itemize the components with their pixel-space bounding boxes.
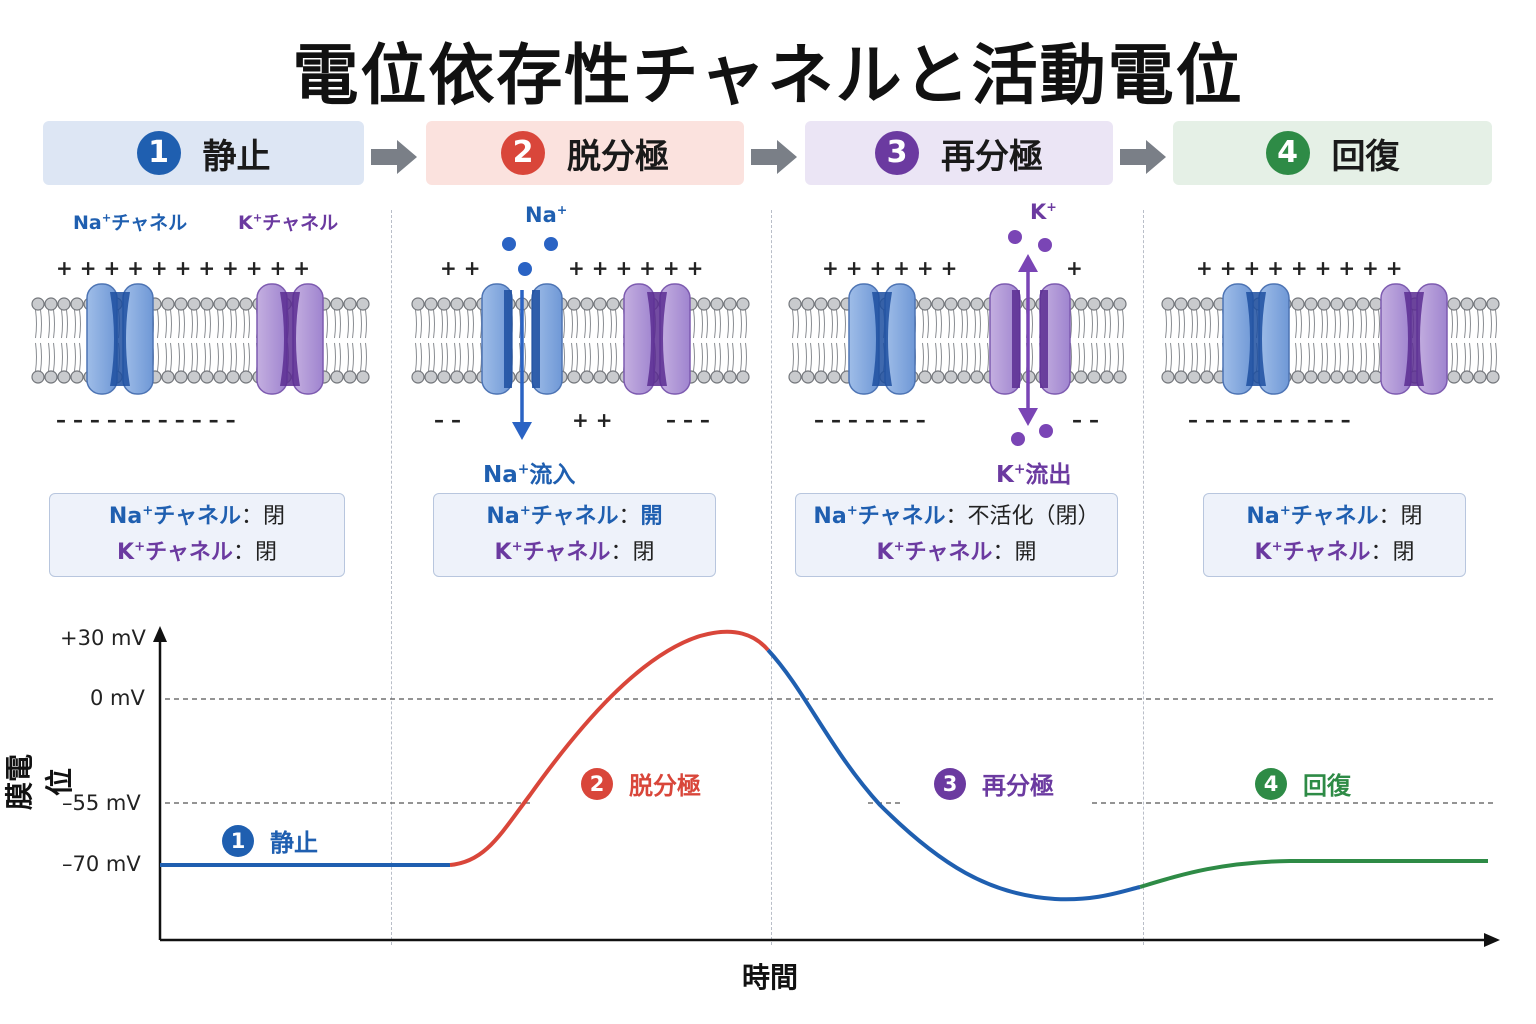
k-status: 閉	[254, 540, 277, 565]
charges-outside-3b: +	[1066, 256, 1083, 280]
charges-inside-2b: + +	[572, 408, 613, 432]
step-header-resting: 1 静止	[43, 121, 364, 185]
na-channel-label: Na+チャネル	[73, 210, 188, 234]
na-status: 閉	[263, 504, 286, 529]
k-channel	[623, 283, 691, 395]
na-ion-label: Na+	[525, 202, 568, 227]
step-label-repolarization: 再分極	[941, 136, 1043, 177]
recovery-segment	[1139, 859, 1488, 889]
graph-label-repolarization: 3 再分極	[934, 766, 1054, 801]
membrane-illustration	[31, 230, 1500, 446]
k-status: 閉	[1392, 540, 1415, 565]
graph-label-recovery: 4 回復	[1255, 766, 1351, 801]
repolarization-segment	[766, 648, 1141, 902]
graph-label-resting: 1 静止	[222, 823, 318, 858]
graph-label-depolarization: 2 脱分極	[581, 766, 701, 801]
step-number-3: 3	[875, 131, 919, 175]
ytick-label: +30 mV	[60, 626, 146, 650]
step-header-recovery: 4 回復	[1173, 121, 1492, 185]
panel-divider	[771, 210, 772, 945]
charges-inside-3a: – – – – – – –	[814, 408, 926, 432]
na-status: 開	[640, 504, 663, 529]
channel-status-box-1: Na+チャネル：閉 K+チャネル：閉	[49, 493, 345, 577]
k-status: 閉	[632, 540, 655, 565]
charges-outside-4: + + + + + + + + +	[1196, 256, 1403, 280]
x-axis-label: 時間	[741, 961, 798, 994]
charges-outside-1: + + + + + + + + + + +	[56, 256, 310, 280]
k-channel	[989, 283, 1071, 395]
step-label-recovery: 回復	[1331, 136, 1400, 177]
na-status: 不活化（閉）	[967, 504, 1100, 529]
charges-inside-4: – – – – – – – – – –	[1188, 408, 1351, 432]
panel-divider	[391, 210, 392, 945]
charges-outside-2a: + +	[440, 256, 481, 280]
na-influx-label: Na+流入	[483, 461, 576, 488]
k-status: 開	[1014, 540, 1037, 565]
step-arrow-icon	[371, 140, 417, 174]
ytick-label: 0 mV	[90, 686, 145, 710]
k-ion-label: K+	[1030, 199, 1057, 224]
step-label-depolarization: 脱分極	[567, 136, 669, 177]
channel-status-box-2: Na+チャネル：開 K+チャネル：閉	[433, 493, 716, 577]
k-efflux-label: K+流出	[996, 461, 1072, 488]
charges-inside-2c: – – –	[666, 408, 710, 432]
na-channel	[481, 283, 563, 395]
x-axis-arrow-icon	[1484, 933, 1500, 947]
lipid-bilayer	[1161, 297, 1500, 384]
panel-divider	[1143, 210, 1144, 945]
y-axis-label: 膜電位	[3, 754, 76, 811]
na-channel	[848, 283, 916, 395]
page-title: 電位依存性チャネルと活動電位	[292, 37, 1244, 114]
lipid-bilayer	[788, 297, 1127, 384]
charges-outside-3a: + + + + + +	[822, 256, 958, 280]
na-status: 閉	[1400, 504, 1423, 529]
k-channel-label: K+チャネル	[238, 210, 339, 234]
k-ions	[1008, 230, 1053, 446]
charges-inside-2a: – –	[434, 408, 461, 432]
ytick-label: –70 mV	[62, 852, 141, 876]
action-potential-graph	[153, 626, 1500, 947]
charges-inside-3b: – –	[1072, 408, 1099, 432]
k-channel	[1380, 283, 1448, 395]
step-label-resting: 静止	[202, 136, 271, 177]
charges-outside-2b: + + + + + +	[568, 256, 704, 280]
step-number-2: 2	[501, 131, 545, 175]
na-ions	[502, 237, 558, 440]
step-header-depolarization: 2 脱分極	[426, 121, 744, 185]
na-channel	[1222, 283, 1290, 395]
step-header-repolarization: 3 再分極	[805, 121, 1113, 185]
channel-status-box-3: Na+チャネル：不活化（閉） K+チャネル：開	[795, 493, 1118, 577]
step-arrow-icon	[751, 140, 797, 174]
step-number-4: 4	[1265, 131, 1310, 175]
step-number-1: 1	[136, 131, 181, 175]
channel-status-box-4: Na+チャネル：閉 K+チャネル：閉	[1203, 493, 1466, 577]
y-axis-arrow-icon	[153, 626, 167, 642]
na-channel	[86, 283, 154, 395]
lipid-bilayer	[411, 297, 750, 384]
k-channel	[256, 283, 324, 395]
depolarization-segment	[449, 629, 770, 867]
step-arrow-icon	[1120, 140, 1166, 174]
ytick-label: –55 mV	[62, 791, 141, 815]
charges-inside-1: – – – – – – – – – – –	[56, 408, 236, 432]
